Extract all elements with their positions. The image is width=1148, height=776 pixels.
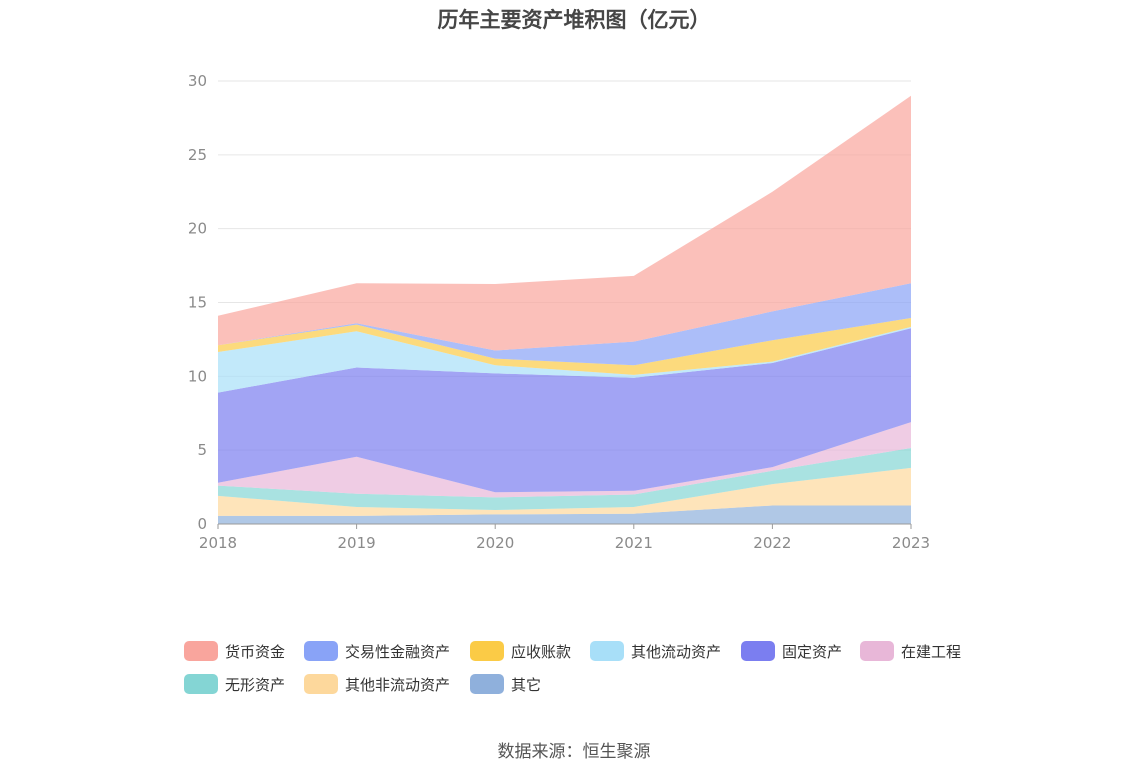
legend-item[interactable]: 货币资金 <box>184 640 285 662</box>
legend-swatch <box>470 674 504 694</box>
legend-item[interactable]: 其他流动资产 <box>590 640 721 662</box>
legend-item[interactable]: 无形资产 <box>184 673 285 695</box>
area-series <box>218 95 911 525</box>
legend-swatch <box>184 674 218 694</box>
legend-item[interactable]: 交易性金融资产 <box>304 640 450 662</box>
legend-swatch <box>304 674 338 694</box>
area-其它[interactable] <box>218 505 911 525</box>
y-tick-label: 15 <box>188 294 207 312</box>
data-source: 数据来源：恒生聚源 <box>497 742 651 762</box>
legend-swatch <box>470 641 504 661</box>
x-tick-label: 2022 <box>753 534 791 552</box>
area-交易性金融资产[interactable] <box>218 283 911 366</box>
legend-item[interactable]: 其他非流动资产 <box>304 673 450 695</box>
y-axis: 0 5 10 15 20 25 30 <box>188 72 207 533</box>
x-tick-label: 2021 <box>615 534 653 552</box>
legend-item[interactable]: 其它 <box>470 673 541 695</box>
y-tick-label: 0 <box>197 515 207 533</box>
legend-label: 交易性金融资产 <box>345 642 451 661</box>
legend-label: 应收账款 <box>511 642 572 661</box>
legend-swatch <box>184 641 218 661</box>
legend-swatch <box>590 641 624 661</box>
legend-label: 固定资产 <box>782 642 843 661</box>
x-tick-label: 2019 <box>338 534 376 552</box>
x-axis: 2018 2019 2020 2021 2022 2023 <box>199 523 930 552</box>
area-在建工程[interactable] <box>218 422 911 498</box>
area-其他流动资产[interactable] <box>218 326 911 393</box>
legend-swatch <box>860 641 894 661</box>
legend-label: 其它 <box>511 675 542 694</box>
legend-label: 货币资金 <box>225 642 286 661</box>
y-tick-label: 10 <box>188 367 207 385</box>
area-固定资产[interactable] <box>218 328 911 493</box>
area-货币资金[interactable] <box>218 95 911 351</box>
y-tick-label: 25 <box>188 146 207 164</box>
legend-item[interactable]: 应收账款 <box>470 640 571 662</box>
legend-item[interactable]: 固定资产 <box>741 640 842 662</box>
y-tick-label: 30 <box>188 72 207 90</box>
chart-title: 历年主要资产堆积图（亿元） <box>437 8 711 32</box>
y-tick-label: 5 <box>197 441 207 459</box>
legend-swatch <box>741 641 775 661</box>
x-tick-label: 2018 <box>199 534 237 552</box>
area-其他非流动资产[interactable] <box>218 467 911 516</box>
legend-label: 其他非流动资产 <box>345 675 451 694</box>
x-tick-label: 2023 <box>892 534 930 552</box>
x-tick-label: 2020 <box>476 534 514 552</box>
area-应收账款[interactable] <box>218 318 911 375</box>
legend-label: 其他流动资产 <box>631 642 722 661</box>
area-无形资产[interactable] <box>218 448 911 510</box>
legend-label: 无形资产 <box>225 675 286 694</box>
legend-label: 在建工程 <box>901 642 962 661</box>
legend-swatch <box>304 641 338 661</box>
y-tick-label: 20 <box>188 220 207 238</box>
legend-item[interactable]: 在建工程 <box>860 640 961 662</box>
